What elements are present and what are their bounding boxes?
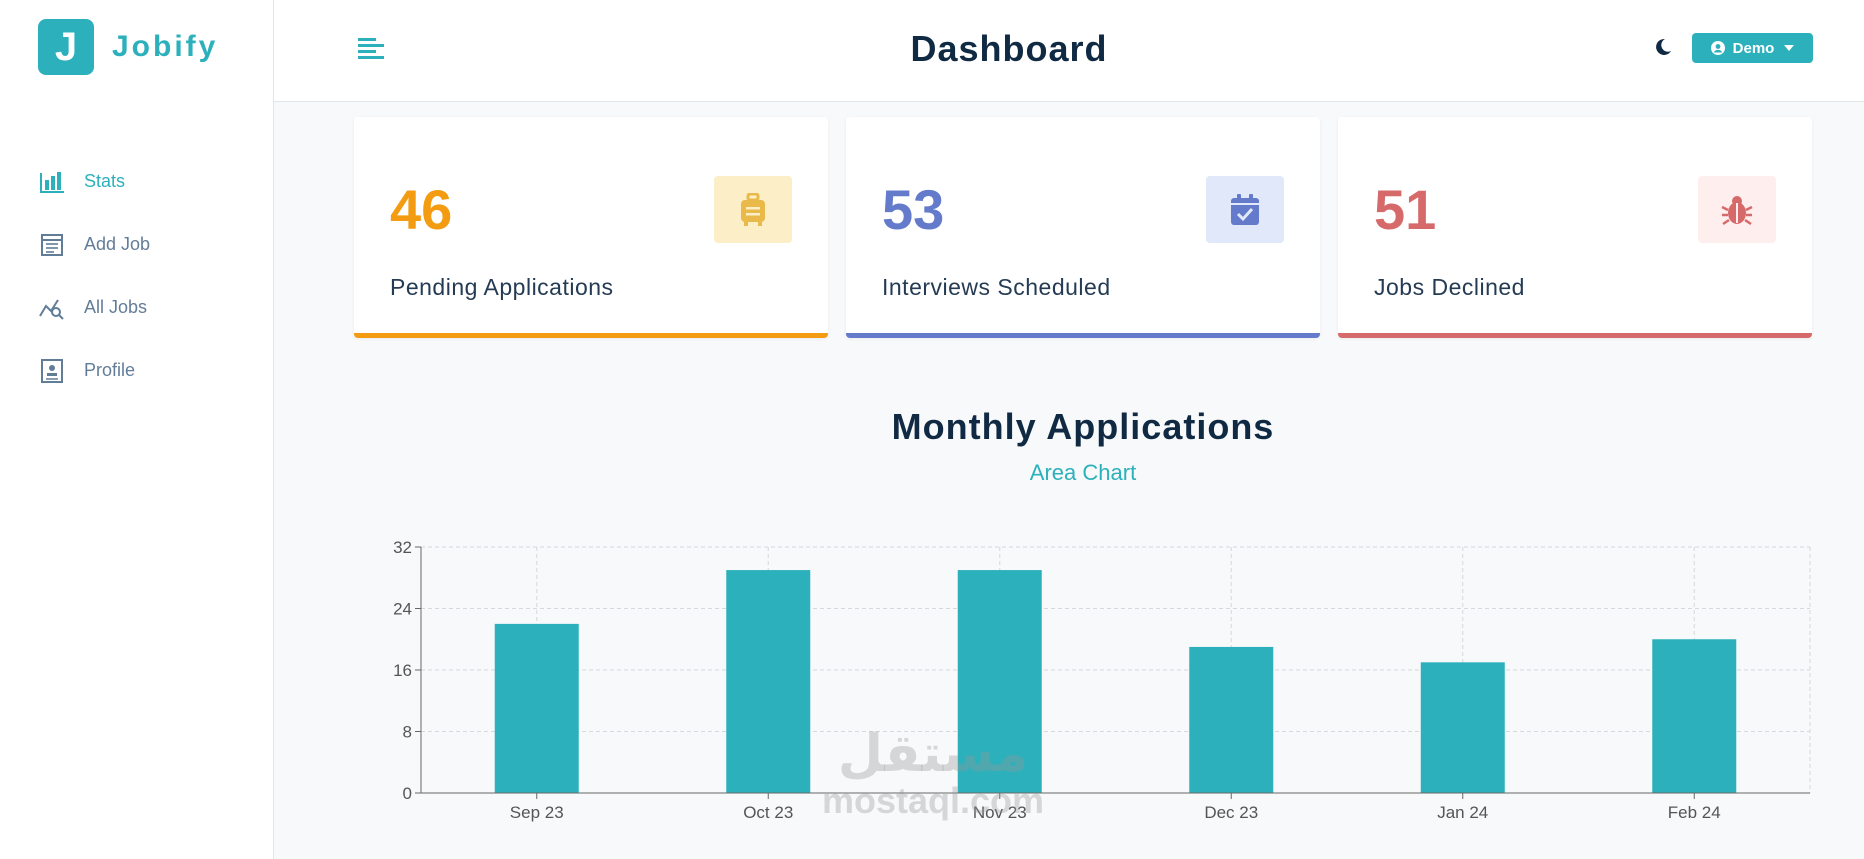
x-tick-label: Sep 23 xyxy=(510,803,564,822)
chart-type-toggle[interactable]: Area Chart xyxy=(1029,460,1137,485)
user-name: Demo xyxy=(1732,39,1775,57)
suitcase-icon xyxy=(714,176,792,243)
sidebar-item-label: Stats xyxy=(84,171,126,191)
y-tick-label: 8 xyxy=(403,723,412,742)
top-bar: Dashboard Demo xyxy=(274,0,1864,102)
menu-toggle-button[interactable] xyxy=(356,34,386,64)
stat-label: Pending Applications xyxy=(390,274,614,300)
x-tick-label: Nov 23 xyxy=(973,803,1027,822)
stat-card-underline xyxy=(846,333,1320,338)
chart-title: Monthly Applications xyxy=(891,406,1275,447)
sidebar-item-label: Profile xyxy=(84,360,136,380)
stat-label: Interviews Scheduled xyxy=(882,274,1111,300)
x-tick-label: Jan 24 xyxy=(1437,803,1488,822)
chart-bar xyxy=(1189,646,1274,793)
user-menu-button[interactable]: Demo xyxy=(1692,33,1813,63)
stat-count: 51 xyxy=(1374,178,1437,241)
stat-card-underline xyxy=(354,333,828,338)
stats-icon xyxy=(38,168,66,196)
chart-bar xyxy=(1420,662,1505,793)
x-tick-label: Oct 23 xyxy=(743,803,793,822)
y-tick-label: 16 xyxy=(393,661,412,680)
watermark: مستقل mostaql.com xyxy=(818,728,1048,822)
sidebar-item-label: All Jobs xyxy=(84,297,148,317)
profile-icon xyxy=(38,357,66,385)
stat-card-underline xyxy=(1338,333,1812,338)
user-circle-icon xyxy=(1710,41,1725,55)
moon-icon xyxy=(1656,38,1671,55)
chart-bar xyxy=(494,623,579,793)
chart-bar xyxy=(1652,639,1737,793)
x-tick-label: Dec 23 xyxy=(1204,803,1258,822)
monthly-applications-chart: 0 8 16 24 32 Sep 23 Oct 23 Nov 23 Dec 23 Jan 24 Fe… xyxy=(393,538,1811,822)
bug-icon xyxy=(1698,176,1776,243)
calendar-check-icon xyxy=(1206,176,1284,243)
stat-card-pending: 46 Pending Applications xyxy=(354,117,828,338)
logo-badge: J xyxy=(38,19,94,75)
sidebar-item-profile[interactable]: Profile xyxy=(38,339,150,402)
add-job-icon xyxy=(38,231,66,259)
sidebar: J Jobify Stats Add Job All Jobs Profile xyxy=(0,0,274,859)
logo-text: Jobify xyxy=(112,30,219,63)
stat-card-declined: 51 Jobs Declined xyxy=(1338,117,1812,338)
watermark-latin: mostaql.com xyxy=(821,780,1045,821)
chart-bar xyxy=(957,570,1042,793)
caret-down-icon xyxy=(1784,45,1795,51)
sidebar-item-stats[interactable]: Stats xyxy=(38,150,150,213)
sidebar-item-label: Add Job xyxy=(84,234,151,254)
logo[interactable]: J Jobify xyxy=(38,19,218,75)
stat-label: Jobs Declined xyxy=(1374,274,1525,300)
x-tick-label: Feb 24 xyxy=(1668,803,1721,822)
stat-count: 53 xyxy=(882,178,945,241)
all-jobs-icon xyxy=(38,294,66,322)
menu-icon xyxy=(358,38,384,59)
sidebar-nav: Stats Add Job All Jobs Profile xyxy=(38,150,150,402)
y-tick-label: 24 xyxy=(393,600,412,619)
chart-bar xyxy=(726,570,811,793)
y-tick-label: 0 xyxy=(403,784,412,803)
stat-count: 46 xyxy=(390,178,453,241)
page-title: Dashboard xyxy=(910,28,1108,69)
stat-card-interviews: 53 Interviews Scheduled xyxy=(846,117,1320,338)
sidebar-item-add-job[interactable]: Add Job xyxy=(38,213,150,276)
watermark-arabic: مستقل xyxy=(837,725,1029,783)
theme-toggle-button[interactable] xyxy=(1652,36,1674,58)
y-tick-label: 32 xyxy=(393,538,412,557)
sidebar-item-all-jobs[interactable]: All Jobs xyxy=(38,276,150,339)
